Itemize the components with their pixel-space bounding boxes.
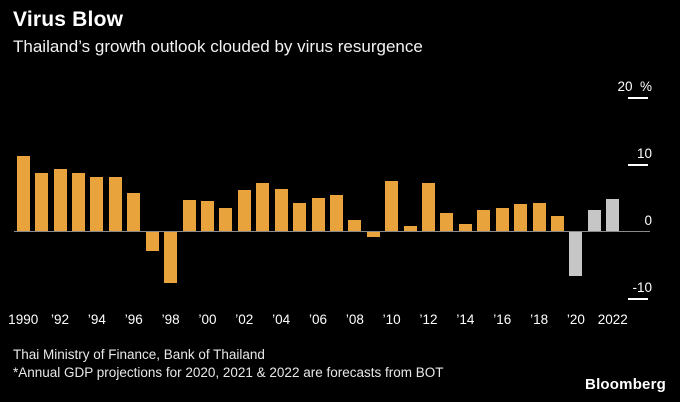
bar-1999 — [182, 200, 196, 231]
bloomberg-logo: Bloomberg — [585, 376, 666, 393]
bar-2020 — [569, 232, 583, 277]
bar-1997 — [145, 232, 159, 251]
bar-2009 — [366, 232, 380, 237]
footnote: *Annual GDP projections for 2020, 2021 &… — [13, 365, 444, 380]
x-tick-label-2000: ’00 — [198, 312, 217, 327]
chart-subtitle: Thailand’s growth outlook clouded by vir… — [13, 37, 423, 56]
x-tick-label-2006: ’06 — [308, 312, 328, 327]
bar-2008 — [348, 219, 362, 231]
bar-2021 — [587, 209, 601, 231]
bar-2013 — [440, 212, 454, 231]
x-tick-label-1992: ’92 — [51, 312, 70, 327]
chart-title: Virus Blow — [13, 8, 124, 31]
bar-2003 — [256, 182, 270, 231]
y-tick-line-10 — [628, 164, 648, 166]
x-tick-label-1990: 1990 — [8, 312, 39, 327]
bar-2022 — [606, 198, 620, 231]
bar-2016 — [495, 208, 509, 231]
bar-1993 — [71, 172, 85, 231]
bar-2002 — [237, 190, 251, 231]
bar-2017 — [514, 203, 528, 231]
source-note: Thai Ministry of Finance, Bank of Thaila… — [13, 347, 265, 362]
x-tick-label-1994: ’94 — [87, 312, 106, 327]
x-tick-label-2004: ’04 — [272, 312, 291, 327]
x-tick-label-2014: ’14 — [456, 312, 475, 327]
x-tick-label-2008: ’08 — [345, 312, 364, 327]
bar-2007 — [329, 194, 343, 231]
y-tick-label-0: 0 — [644, 213, 652, 228]
bar-2005 — [293, 202, 307, 231]
bar-1992 — [53, 169, 67, 231]
bar-2012 — [422, 182, 436, 231]
x-tick-label-1996: ’96 — [124, 312, 143, 327]
y-tick-label-20: 20 % — [617, 79, 652, 94]
x-tick-label-2010: ’10 — [382, 312, 401, 327]
bar-2004 — [274, 188, 288, 231]
bar-2000 — [200, 200, 214, 231]
x-tick-label-1998: ’98 — [161, 312, 180, 327]
x-tick-label-2012: ’12 — [419, 312, 438, 327]
bar-1994 — [90, 177, 104, 231]
bar-1996 — [127, 192, 141, 231]
x-tick-label-2022: 2022 — [597, 312, 628, 327]
bar-2011 — [403, 225, 417, 231]
x-tick-label-2016: ’16 — [493, 312, 512, 327]
y-tick-line-20 — [628, 97, 648, 99]
bar-2018 — [532, 202, 546, 231]
bar-1998 — [164, 232, 178, 283]
y-tick-label--10: -10 — [632, 280, 652, 295]
bar-1990 — [16, 155, 30, 231]
y-tick-line--10 — [628, 298, 648, 300]
bar-2014 — [458, 224, 472, 231]
bar-2015 — [477, 210, 491, 231]
bar-1995 — [108, 176, 122, 231]
zero-axis-line — [14, 231, 650, 232]
bar-1991 — [35, 173, 49, 231]
bar-2001 — [219, 208, 233, 231]
bar-2010 — [385, 180, 399, 231]
x-tick-label-2002: ’02 — [235, 312, 254, 327]
bar-2019 — [551, 215, 564, 231]
y-tick-label-10: 10 — [636, 146, 652, 161]
x-tick-label-2020: ’20 — [566, 312, 585, 327]
x-tick-label-2018: ’18 — [530, 312, 549, 327]
bar-2006 — [311, 197, 325, 231]
